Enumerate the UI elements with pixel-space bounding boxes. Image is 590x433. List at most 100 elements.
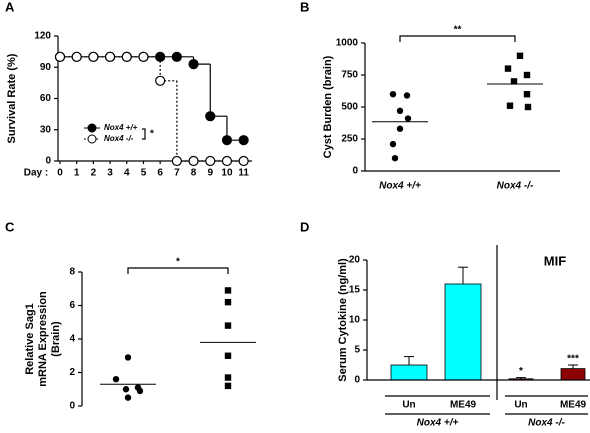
y-tick-label: 0: [69, 401, 75, 412]
x-tick-label: ME49: [560, 400, 587, 411]
x-tick-label: 0: [57, 168, 63, 179]
point: [391, 155, 399, 162]
x-tick-label: 3: [107, 168, 113, 179]
panel-letter: C: [5, 219, 15, 234]
marker: [238, 155, 249, 167]
x-tick-label: 5: [141, 168, 147, 179]
marker: [205, 155, 216, 167]
significance: *: [176, 257, 180, 268]
point: [403, 92, 411, 99]
point: [389, 91, 397, 98]
bar: [390, 364, 428, 381]
significance: **: [454, 25, 462, 36]
marker: [54, 51, 66, 62]
panel-label: MIF: [544, 253, 566, 268]
point: [504, 65, 512, 72]
y-tick-label: 15: [349, 285, 361, 296]
x-tick-label: 2: [91, 168, 97, 179]
point: [523, 91, 531, 98]
y-axis-label: Serum Cytokine (ng/ml): [337, 258, 349, 382]
x-tick-label: 7: [174, 168, 180, 179]
point: [112, 376, 120, 383]
y-tick-label: 500: [341, 102, 358, 113]
x-tick-label: 10: [221, 168, 233, 179]
point: [396, 125, 404, 132]
point: [510, 78, 518, 85]
bar: [560, 368, 586, 381]
point: [523, 71, 531, 79]
point: [122, 386, 130, 393]
significance: ***: [567, 354, 579, 365]
point: [389, 140, 397, 148]
legend-label: Nox4 +/+: [104, 123, 138, 132]
y-tick-label: 6: [69, 300, 75, 311]
point: [124, 394, 132, 401]
y-tick-label: 750: [341, 70, 358, 81]
y-tick-label: 8: [69, 267, 75, 278]
marker: [121, 51, 132, 62]
marker: [205, 111, 216, 122]
y-tick-label: 120: [34, 31, 51, 42]
y-tick-label: 0: [352, 166, 358, 177]
point: [404, 115, 412, 122]
y-tick-label: 250: [341, 134, 358, 145]
y-tick-label: 10: [349, 315, 361, 326]
point: [136, 387, 144, 395]
panel-letter: B: [300, 0, 309, 14]
y-axis-label: Cyst Burden (brain): [322, 55, 334, 158]
point: [224, 322, 232, 329]
y-axis-label: Survival Rate (%): [6, 53, 18, 143]
y-tick-label: 0: [45, 156, 51, 167]
x-tick-label: 9: [207, 168, 213, 179]
x-axis-label: Day :: [24, 168, 48, 179]
marker: [171, 51, 182, 62]
legend-significance: *: [150, 129, 154, 140]
x-tick-label: 4: [124, 168, 130, 179]
legend-label: Nox4 -/-: [104, 134, 134, 143]
significance-bracket: [399, 35, 516, 42]
y-tick-label: 0: [354, 375, 360, 386]
y-tick-label: 1000: [336, 38, 359, 49]
x-tick-label: Un: [402, 400, 415, 411]
point: [224, 352, 232, 359]
x-tick-label: 8: [191, 168, 197, 179]
legend-bracket: [142, 128, 146, 140]
y-tick-label: 4: [69, 334, 75, 345]
point: [224, 374, 232, 381]
marker: [188, 59, 199, 70]
y-tick-label: 20: [349, 255, 361, 266]
x-tick-label: Un: [514, 400, 527, 411]
marker: [188, 155, 199, 167]
y-axis-label: mRNA Expression: [37, 291, 49, 387]
y-tick-label: 2: [69, 367, 75, 378]
point: [506, 102, 514, 109]
marker: [71, 51, 82, 62]
marker: [171, 155, 182, 167]
significance: *: [519, 366, 523, 377]
y-tick-label: 5: [354, 345, 360, 356]
point: [224, 287, 232, 294]
panel-letter: D: [300, 219, 309, 234]
point: [224, 298, 232, 306]
y-tick-label: 60: [40, 93, 52, 104]
point: [224, 382, 232, 390]
legend-marker: [87, 134, 97, 144]
bar: [444, 283, 482, 381]
marker: [155, 51, 166, 62]
x-tick-label: 11: [238, 168, 249, 179]
x-tick-label: Nox4 +/+: [379, 181, 421, 192]
point: [396, 107, 404, 115]
panel-letter: A: [5, 0, 15, 14]
group-label: Nox4 +/+: [417, 418, 459, 429]
y-tick-label: 90: [40, 62, 52, 73]
legend-marker: [87, 123, 97, 133]
point: [124, 354, 132, 361]
marker: [138, 51, 149, 62]
x-tick-label: 1: [74, 168, 80, 179]
point: [516, 52, 524, 59]
marker: [221, 135, 233, 146]
significance-bracket: [127, 267, 229, 274]
point: [524, 103, 532, 111]
x-tick-label: ME49: [450, 400, 477, 411]
